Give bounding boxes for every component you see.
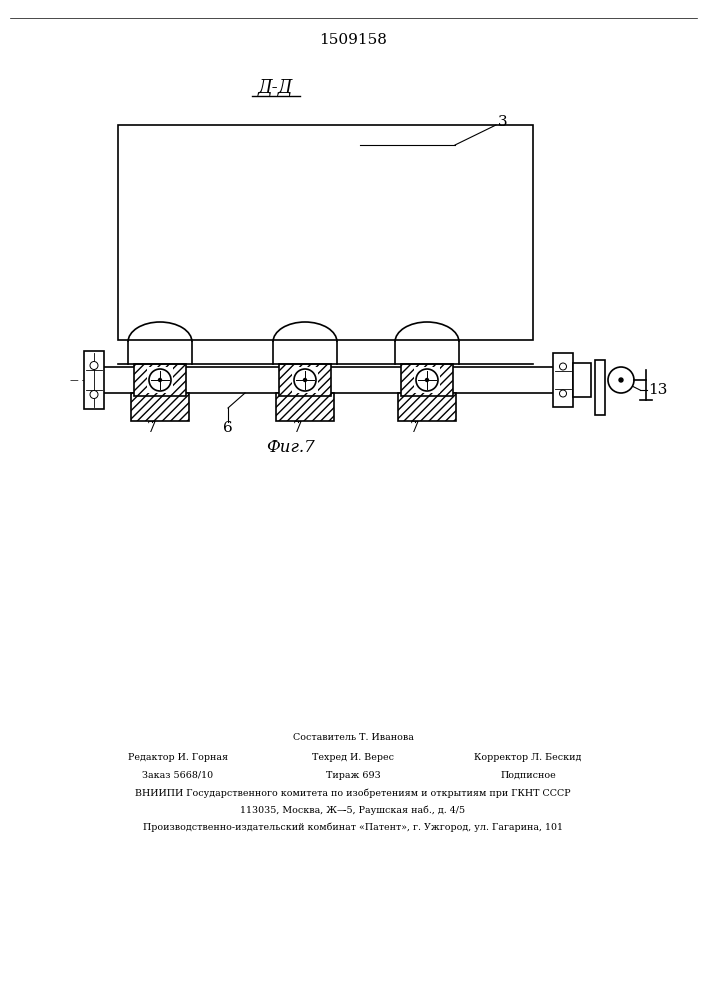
Text: Фиг.7: Фиг.7 bbox=[266, 438, 315, 456]
Circle shape bbox=[303, 378, 307, 381]
Bar bbox=[134, 364, 186, 396]
Text: Составитель Т. Иванова: Составитель Т. Иванова bbox=[293, 732, 414, 742]
Text: 7: 7 bbox=[147, 421, 157, 435]
Bar bbox=[414, 367, 440, 393]
Bar bbox=[118, 125, 533, 340]
Bar bbox=[595, 360, 605, 415]
Text: Производственно-издательский комбинат «Патент», г. Ужгород, ул. Гагарина, 101: Производственно-издательский комбинат «П… bbox=[143, 822, 563, 832]
Circle shape bbox=[426, 378, 428, 381]
Bar bbox=[553, 353, 573, 407]
Bar bbox=[84, 351, 104, 409]
Bar bbox=[279, 364, 331, 396]
Text: 13: 13 bbox=[648, 383, 667, 397]
Text: 6: 6 bbox=[223, 421, 233, 435]
Text: 3: 3 bbox=[498, 115, 508, 129]
Bar bbox=[573, 363, 591, 397]
Circle shape bbox=[294, 369, 316, 391]
Bar bbox=[401, 364, 453, 396]
Bar bbox=[102, 367, 555, 393]
Circle shape bbox=[559, 363, 566, 370]
Circle shape bbox=[416, 369, 438, 391]
Bar bbox=[398, 393, 456, 421]
Bar bbox=[292, 367, 318, 393]
Text: Техред И. Верес: Техред И. Верес bbox=[312, 752, 394, 762]
Circle shape bbox=[559, 390, 566, 397]
Text: Подписное: Подписное bbox=[500, 770, 556, 780]
Circle shape bbox=[90, 361, 98, 369]
Bar bbox=[147, 367, 173, 393]
Text: Д-Д: Д-Д bbox=[257, 79, 293, 97]
Bar bbox=[131, 393, 189, 421]
Circle shape bbox=[158, 378, 161, 381]
Text: Редактор И. Горная: Редактор И. Горная bbox=[128, 752, 228, 762]
Circle shape bbox=[149, 369, 171, 391]
Bar bbox=[276, 393, 334, 421]
Text: Заказ 5668/10: Заказ 5668/10 bbox=[142, 770, 214, 780]
Text: 7: 7 bbox=[410, 421, 420, 435]
Circle shape bbox=[90, 390, 98, 398]
Text: 7: 7 bbox=[293, 421, 303, 435]
Text: 113035, Москва, Ж—̵5, Раушская наб., д. 4/5: 113035, Москва, Ж—̵5, Раушская наб., д. … bbox=[240, 805, 466, 815]
Text: Корректор Л. Бескид: Корректор Л. Бескид bbox=[474, 752, 582, 762]
Text: 1509158: 1509158 bbox=[319, 33, 387, 47]
Text: Тираж 693: Тираж 693 bbox=[326, 770, 380, 780]
Circle shape bbox=[608, 367, 634, 393]
Text: ВНИИПИ Государственного комитета по изобретениям и открытиям при ГКНТ СССР: ВНИИПИ Государственного комитета по изоб… bbox=[135, 788, 571, 798]
Circle shape bbox=[619, 378, 623, 382]
